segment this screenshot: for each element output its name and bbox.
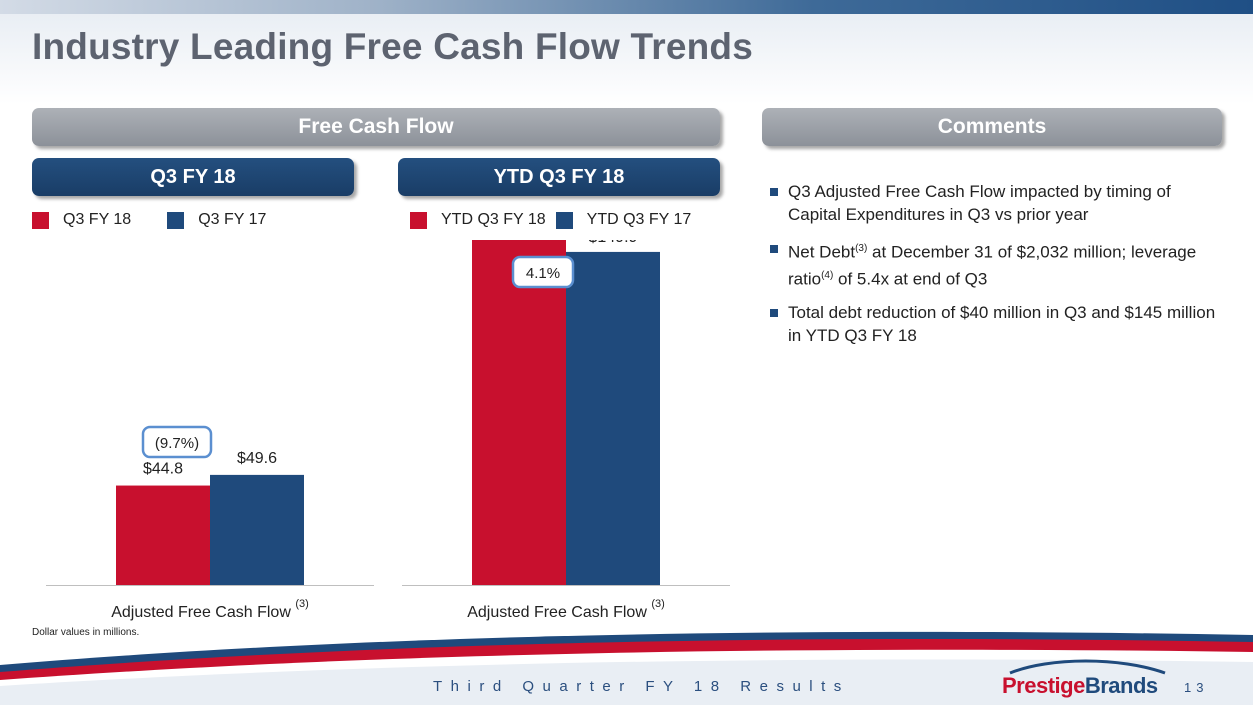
legend-item: YTD Q3 FY 18 <box>410 211 546 229</box>
chart2-legend: YTD Q3 FY 18 YTD Q3 FY 17 <box>410 211 723 229</box>
chart1-legend: Q3 FY 18 Q3 FY 17 <box>32 211 298 229</box>
footnote-ref: (4) <box>821 269 834 281</box>
legend-label: Q3 FY 17 <box>198 211 267 228</box>
comment-item: Q3 Adjusted Free Cash Flow impacted by t… <box>770 180 1225 226</box>
x-tick-label: Adjusted Free Cash Flow (3) <box>111 598 309 621</box>
chart-q3: $44.8 $49.6 (9.7%) Adjusted Free Cash Flow … <box>46 425 374 621</box>
legend-swatch-prior <box>555 211 573 229</box>
footnote: Dollar values in millions. <box>32 627 140 638</box>
footer-text: Third Quarter FY 18 Results <box>433 678 850 695</box>
brand-part1: Prestige <box>1002 673 1085 698</box>
bar-prior <box>210 474 304 585</box>
page-number: 13 <box>1184 680 1209 695</box>
comments-list: Q3 Adjusted Free Cash Flow impacted by t… <box>770 180 1225 358</box>
legend-item: Q3 FY 18 <box>32 211 131 229</box>
bullet-icon <box>770 188 778 196</box>
comment-text: Total debt reduction of $40 million in Q… <box>788 303 1216 346</box>
legend-item: YTD Q3 FY 17 <box>555 211 692 229</box>
title-background <box>0 14 1253 104</box>
data-label: $149.9 <box>589 240 638 246</box>
page-title: Industry Leading Free Cash Flow Trends <box>32 26 754 67</box>
comments-header: Comments <box>762 108 1222 146</box>
bullet-icon <box>770 245 778 253</box>
chart-ytd: $156.2$149.94.1%Adjusted Free Cash Flow … <box>402 240 730 621</box>
chart2-title: YTD Q3 FY 18 <box>398 158 720 196</box>
legend-label: YTD Q3 FY 18 <box>441 211 546 228</box>
brand-arc-icon <box>1009 659 1166 675</box>
change-callout <box>511 255 575 289</box>
comment-text: Net Debt <box>788 242 856 262</box>
chart1-title: Q3 FY 18 <box>32 158 354 196</box>
data-label: $44.8 <box>143 461 183 478</box>
footnote-ref: (3) <box>855 243 868 254</box>
change-label: 4.1% <box>526 265 560 282</box>
bullet-icon <box>770 309 778 318</box>
bar-current <box>116 485 210 585</box>
data-label: $49.6 <box>237 450 277 467</box>
brand-part2: Brands <box>1084 673 1158 698</box>
legend-swatch-current <box>32 211 49 229</box>
comment-item: Net Debt(3) at December 31 of $2,032 mil… <box>770 237 1225 290</box>
comment-text: at December 31 of $2,032 million; levera… <box>788 242 1197 289</box>
footer-swoosh <box>0 631 1253 705</box>
legend-label: YTD Q3 FY 17 <box>586 211 692 228</box>
comment-item: Total debt reduction of $40 million in Q… <box>770 301 1225 347</box>
bar-current <box>472 240 566 586</box>
x-tick-label: Adjusted Free Cash Flow (3) <box>467 598 665 621</box>
comment-text: of 5.4x at end of Q3 <box>833 269 988 289</box>
change-callout <box>141 425 213 459</box>
legend-swatch-prior <box>167 211 185 229</box>
legend-item: Q3 FY 17 <box>167 211 266 229</box>
brand-logo: PrestigeBrands <box>1002 673 1158 699</box>
change-label: (9.7%) <box>155 435 199 452</box>
bar-prior <box>566 251 660 586</box>
legend-label: Q3 FY 18 <box>63 211 132 228</box>
comment-text: Q3 Adjusted Free Cash Flow impacted by t… <box>788 182 1171 224</box>
free-cash-flow-header: Free Cash Flow <box>32 108 720 146</box>
top-accent-bar <box>0 0 1253 14</box>
legend-swatch-current <box>410 211 427 229</box>
